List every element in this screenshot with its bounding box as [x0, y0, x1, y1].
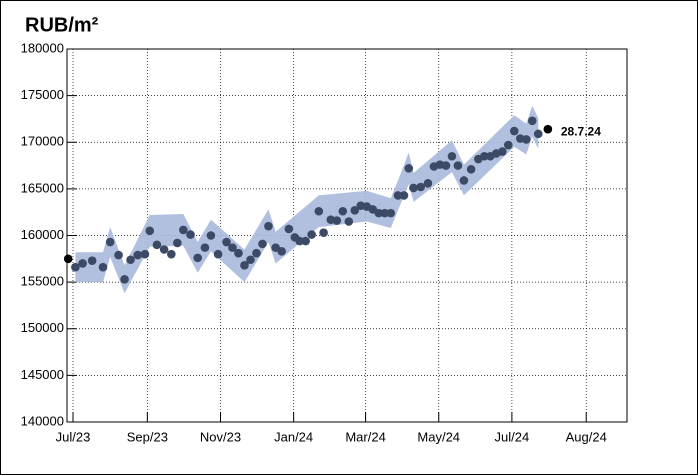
- point: [173, 238, 182, 248]
- point: [258, 239, 267, 249]
- point: [527, 116, 537, 126]
- point: [533, 129, 543, 139]
- y-tick-label: 180000: [21, 40, 64, 55]
- point: [497, 147, 507, 156]
- point: [404, 164, 414, 173]
- point: [441, 161, 451, 170]
- x-tick-label: Aug/24: [566, 429, 607, 444]
- y-tick-label: 145000: [21, 367, 64, 382]
- point: [98, 262, 108, 272]
- y-tick-label: 155000: [21, 274, 64, 289]
- point: [344, 217, 354, 226]
- point: [416, 182, 426, 192]
- point: [399, 191, 409, 200]
- point: [206, 231, 216, 240]
- point: [71, 262, 80, 272]
- plot-frame: [66, 48, 628, 423]
- x-tick-label: May/24: [417, 429, 460, 444]
- point: [543, 124, 553, 134]
- point: [423, 178, 433, 188]
- point: [186, 230, 195, 239]
- y-tick-label: 170000: [21, 134, 64, 149]
- point: [234, 248, 243, 258]
- point: [319, 228, 328, 238]
- point: [87, 256, 97, 265]
- point: [393, 191, 403, 200]
- point: [466, 164, 476, 174]
- point: [63, 254, 73, 264]
- point: [277, 247, 286, 256]
- chart-title: RUB/m²: [25, 14, 99, 36]
- point: [133, 250, 143, 260]
- point: [301, 236, 310, 246]
- point: [459, 176, 469, 185]
- point: [295, 236, 304, 246]
- point: [213, 249, 223, 259]
- point: [380, 208, 390, 218]
- point: [314, 206, 324, 216]
- point: [240, 261, 249, 270]
- point: [332, 216, 342, 225]
- y-tick-label: 160000: [21, 227, 64, 242]
- point: [114, 250, 123, 260]
- point: [246, 255, 255, 265]
- x-tick-label: Jul/23: [56, 429, 91, 444]
- point: [453, 161, 463, 170]
- y-tick-label: 165000: [21, 180, 64, 195]
- band: [75, 105, 539, 294]
- point: [386, 208, 396, 218]
- x-tick-label: Sep/23: [127, 429, 168, 444]
- point: [374, 208, 384, 218]
- point: [350, 206, 360, 215]
- point: [200, 243, 210, 252]
- x-tick-label: Jan/24: [274, 429, 313, 444]
- point: [159, 245, 169, 254]
- point: [78, 259, 87, 268]
- point: [105, 237, 115, 247]
- point: [509, 126, 519, 136]
- x-tick-label: Jul/24: [495, 429, 530, 444]
- point: [252, 248, 261, 258]
- point: [193, 253, 203, 263]
- point: [503, 140, 513, 150]
- point: [409, 183, 418, 193]
- point: [120, 275, 129, 284]
- y-tick-label: 140000: [21, 413, 64, 428]
- x-tick-label: Mar/24: [345, 429, 385, 444]
- y-tick-label: 175000: [21, 87, 64, 102]
- point: [307, 230, 316, 239]
- point: [521, 135, 531, 144]
- point: [264, 221, 273, 231]
- y-tick-label: 150000: [21, 320, 64, 335]
- point: [284, 224, 294, 234]
- point: [228, 243, 237, 252]
- point: [152, 240, 162, 250]
- point: [126, 255, 135, 265]
- x-tick-label: Nov/23: [200, 429, 241, 444]
- point: [140, 249, 150, 259]
- point: [338, 206, 348, 216]
- point: [145, 226, 155, 236]
- point: [179, 225, 188, 235]
- annotation: 28.7.24: [561, 124, 601, 138]
- point: [447, 151, 457, 161]
- point: [167, 249, 176, 259]
- point: [222, 237, 231, 247]
- point: [480, 151, 489, 161]
